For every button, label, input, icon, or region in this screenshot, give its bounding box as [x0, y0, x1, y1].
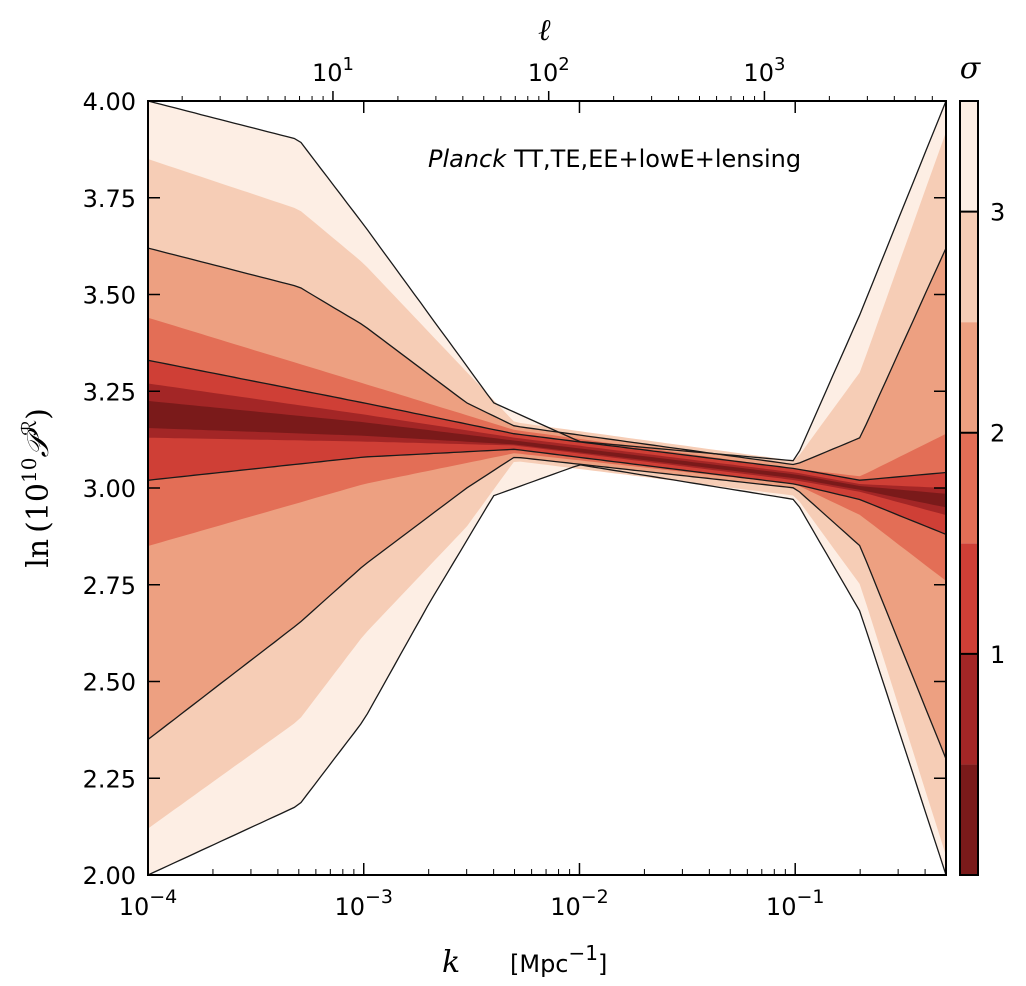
contour-1-upper: [148, 359, 946, 481]
top-tick-label: 101: [312, 54, 354, 87]
sigma-band-0-5: [148, 383, 946, 516]
y-tick-label: 3.50: [83, 282, 136, 310]
colorbar-frame: [959, 100, 979, 876]
y-tick-label: 3.75: [83, 185, 136, 213]
x-axis-ticks: 10−4 10−3 10−2 10−1: [119, 101, 947, 921]
top-axis-ticks: 101 102 103: [181, 54, 933, 101]
x-tick-label: 10−3: [334, 886, 393, 921]
contour-2-upper: [148, 247, 946, 466]
colorbar-segment: [960, 322, 978, 433]
top-axis-symbol: ℓ: [538, 13, 551, 48]
sigma-band-2-5: [148, 132, 946, 856]
colorbar-segment: [960, 543, 978, 654]
y-tick-label: 3.00: [83, 475, 136, 503]
x-axis-label: k [Mpc−1]: [442, 941, 607, 980]
x-axis-unit: [Mpc−1]: [510, 941, 607, 978]
x-tick-label: 10−1: [766, 886, 825, 921]
y-tick-label: 2.25: [83, 765, 136, 793]
contour-1-lower: [148, 448, 946, 536]
contour-3-upper: [148, 101, 946, 462]
y-tick-label: 2.50: [83, 669, 136, 697]
contour-2-lower: [148, 456, 946, 760]
colorbar-segment: [960, 432, 978, 544]
sigma-bands: [148, 101, 946, 875]
x-tick-label: 10−4: [119, 886, 178, 921]
x-tick-label: 10−2: [550, 886, 609, 921]
y-axis-ticks: 2.00 2.25 2.50 2.75 3.00 3.25 3.50 3.75 4.00: [83, 88, 946, 890]
sigma-band-2: [148, 248, 946, 759]
top-tick-label: 103: [743, 54, 785, 87]
colorbar-tick-label: 1: [990, 641, 1005, 669]
sigma-band-core: [148, 400, 946, 508]
colorbar-tick-label: 2: [990, 420, 1005, 448]
chart-annotation: Planck TT,TE,EE+lowE+lensing: [428, 145, 801, 173]
colorbar-tick-label: 3: [990, 199, 1005, 227]
colorbar-segment: [960, 653, 978, 765]
x-axis-symbol: k: [442, 945, 460, 980]
contour-3-lower: [148, 464, 946, 875]
colorbar-label: σ: [960, 51, 982, 86]
colorbar-segment: [960, 101, 978, 212]
y-tick-label: 3.25: [83, 378, 136, 406]
top-tick-label: 102: [528, 54, 570, 87]
y-axis-label: ln(1010𝒫ℛ): [17, 408, 56, 568]
sigma-contour-lines: [148, 101, 946, 875]
colorbar-segment: [960, 211, 978, 323]
y-tick-label: 4.00: [83, 88, 136, 116]
y-tick-label: 2.75: [83, 572, 136, 600]
y-tick-label: 2.00: [83, 862, 136, 890]
colorbar: 1 2 3: [959, 100, 1005, 876]
colorbar-segment: [960, 764, 978, 875]
svg-text:ln(1010𝒫ℛ): ln(1010𝒫ℛ): [17, 408, 56, 568]
